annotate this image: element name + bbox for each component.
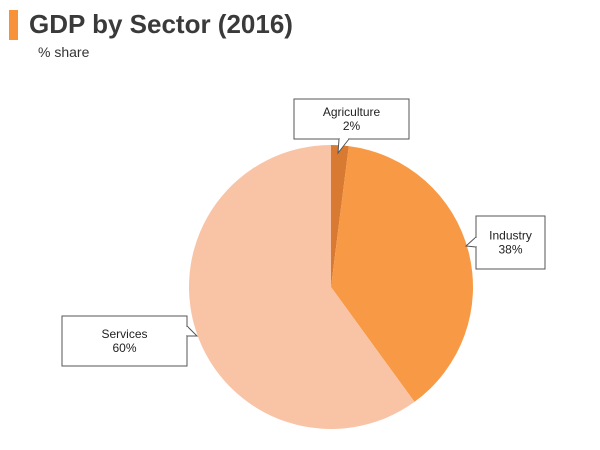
pie-slice-agriculture — [331, 145, 349, 287]
slice-value-industry: 38% — [498, 243, 522, 257]
pie-slice-industry — [331, 146, 474, 402]
callout-box — [61, 315, 188, 367]
chart-subtitle: % share — [38, 44, 90, 60]
pie-slice-services — [189, 145, 415, 429]
pie-slices — [189, 145, 474, 429]
title-accent-bar — [9, 10, 18, 40]
callout-pointer — [337, 138, 350, 155]
callout-pointer — [464, 236, 477, 248]
callout-box — [293, 98, 410, 140]
callout-pointer — [186, 325, 199, 337]
slice-label-agriculture: Agriculture — [323, 105, 381, 119]
slice-label-industry: Industry — [489, 229, 532, 243]
slice-value-services: 60% — [112, 341, 136, 355]
slice-label-services: Services — [101, 327, 147, 341]
slice-value-agriculture: 2% — [343, 119, 361, 133]
chart-title: GDP by Sector (2016) — [29, 9, 293, 39]
